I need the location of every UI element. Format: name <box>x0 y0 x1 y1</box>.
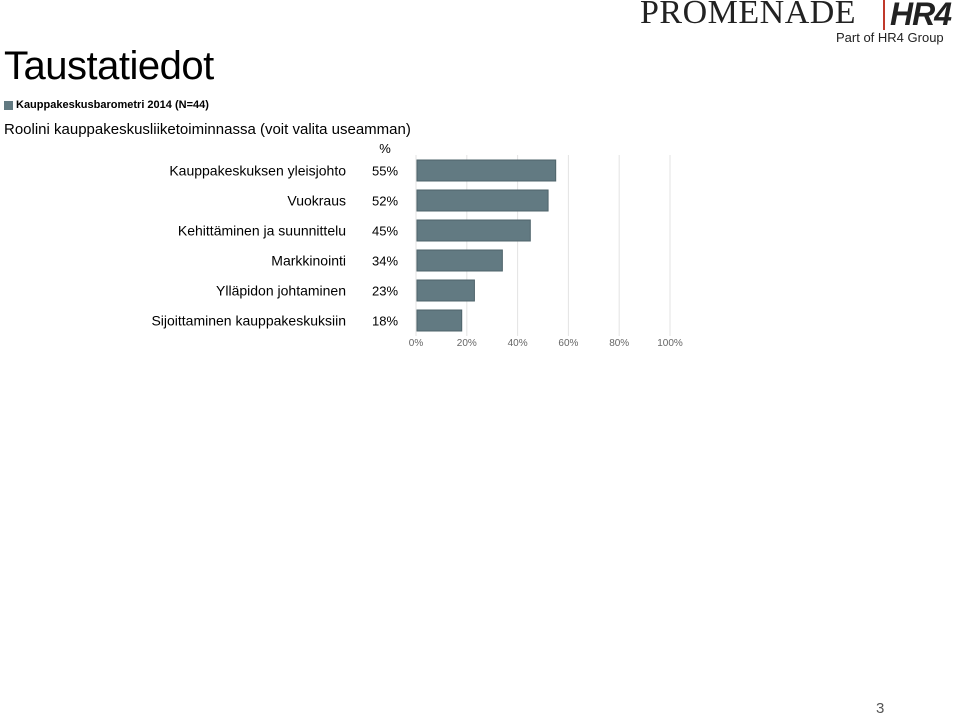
chart-grid <box>415 155 671 336</box>
value-label: 45% <box>372 224 398 239</box>
legend: Kauppakeskusbarometri 2014 (N=44) <box>4 99 209 111</box>
x-tick-label: 20% <box>457 338 477 349</box>
legend-label: Kauppakeskusbarometri 2014 (N=44) <box>16 99 209 111</box>
bar <box>416 309 463 332</box>
x-tick-label: 100% <box>657 338 683 349</box>
category-label: Kauppakeskuksen yleisjohto <box>169 163 346 179</box>
page-number: 3 <box>876 700 885 717</box>
category-label: Vuokraus <box>287 193 346 209</box>
chart-bars <box>416 159 557 332</box>
bar <box>416 249 503 272</box>
bar <box>416 279 475 302</box>
logo-subtitle: Part of HR4 Group <box>836 30 944 45</box>
bar <box>416 219 531 242</box>
question-text: Roolini kauppakeskusliiketoiminnassa (vo… <box>4 121 411 138</box>
value-label: 23% <box>372 284 398 299</box>
logo-mark: HR4 <box>890 0 952 32</box>
category-label: Kehittäminen ja suunnittelu <box>178 223 346 239</box>
page-title: Taustatiedot <box>4 44 214 88</box>
category-label: Sijoittaminen kauppakeskuksiin <box>151 313 346 329</box>
bar <box>416 159 557 182</box>
x-tick-label: 60% <box>558 338 578 349</box>
x-tick-label: 40% <box>508 338 528 349</box>
value-label: 55% <box>372 164 398 179</box>
bar <box>416 189 549 212</box>
value-label: 34% <box>372 254 398 269</box>
value-label: 52% <box>372 194 398 209</box>
company-logo: PROMENADE HR4 Part of HR4 Group <box>636 0 960 48</box>
value-label: 18% <box>372 314 398 329</box>
logo-divider <box>883 0 885 30</box>
x-tick-label: 0% <box>409 338 424 349</box>
value-column-header: % <box>379 141 391 156</box>
legend-swatch <box>4 100 13 110</box>
logo-wordmark: PROMENADE <box>640 0 857 31</box>
category-label: Markkinointi <box>271 253 346 269</box>
category-label: Ylläpidon johtaminen <box>216 283 346 299</box>
chart-labels: 0% 20% 40% 60% 80% 100%% Kauppakeskuksen yleis… <box>151 141 682 349</box>
x-tick-label: 80% <box>609 338 629 349</box>
